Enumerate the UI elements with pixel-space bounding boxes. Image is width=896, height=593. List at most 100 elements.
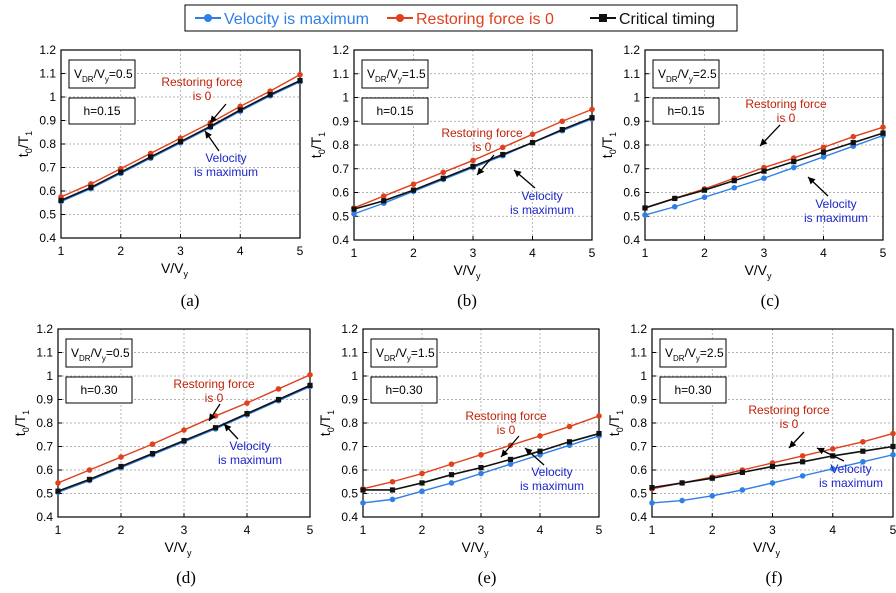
- data-point: [470, 157, 476, 164]
- data-point: [244, 400, 250, 406]
- legend-entry: Velocity is maximum: [195, 11, 369, 28]
- x-axis-label: V/Vy: [164, 539, 192, 558]
- damping-label: h=0.15: [667, 104, 704, 118]
- legend-label: Velocity is maximum: [224, 11, 369, 28]
- annotation-arrowhead: [808, 177, 816, 185]
- x-tick-label: 1: [649, 523, 656, 537]
- data-point: [860, 448, 866, 454]
- x-tick-label: 3: [761, 246, 768, 260]
- x-tick-label: 4: [537, 523, 544, 537]
- chart-panel: 1 2 3 4 5 0.4 0.5 0.6 0.7 0.8 0.9 1 1.1 1.2 V/Vy t0/T1 V…: [12, 322, 314, 587]
- y-tick-label: 1: [342, 91, 349, 105]
- data-point: [389, 478, 396, 485]
- data-point: [410, 187, 417, 193]
- data-point: [880, 124, 886, 130]
- y-tick-label: 0.8: [332, 138, 349, 152]
- data-point: [244, 411, 250, 417]
- y-tick-label: 1.2: [39, 43, 56, 57]
- data-point: [701, 187, 708, 193]
- data-point: [679, 480, 685, 486]
- data-point: [275, 386, 282, 392]
- y-tick-label: 0.4: [332, 233, 349, 247]
- y-tick-label: 0.6: [630, 463, 647, 477]
- damping-box: [659, 376, 727, 404]
- data-point: [731, 178, 737, 184]
- x-tick-label: 4: [244, 523, 251, 537]
- y-tick-label: 1.1: [623, 67, 640, 81]
- panel-label: (b): [457, 291, 477, 310]
- y-tick-label: 1: [351, 369, 358, 383]
- y-tick-label: 0.5: [36, 487, 53, 501]
- annotation-arrowhead: [477, 167, 485, 175]
- data-point: [507, 456, 514, 463]
- data-point: [307, 382, 313, 388]
- legend-label: Critical timing: [619, 11, 715, 28]
- data-point: [478, 465, 484, 471]
- data-point: [589, 115, 595, 121]
- x-tick-label: 1: [642, 246, 649, 260]
- y-tick-label: 1: [49, 90, 56, 104]
- y-axis-label: t0/T1: [15, 131, 34, 157]
- data-point: [739, 487, 746, 493]
- data-point: [566, 439, 573, 445]
- annotation-arrowhead: [789, 440, 797, 448]
- y-axis-label: t0/T1: [606, 410, 625, 436]
- data-point: [55, 480, 61, 486]
- data-point: [389, 487, 396, 493]
- chart-panels: 1 2 3 4 5 0.4 0.5 0.6 0.7 0.8 0.9 1 1.1 1.2 V/Vy t0/T1 V…: [12, 43, 896, 587]
- y-tick-label: 1.1: [332, 67, 349, 81]
- data-point: [761, 175, 767, 182]
- ratio-label: VDR/Vy=1.5: [376, 346, 435, 363]
- data-point: [419, 480, 425, 486]
- data-point: [709, 475, 715, 481]
- x-tick-label: 2: [709, 523, 716, 537]
- y-tick-label: 0.6: [39, 184, 56, 198]
- x-tick-label: 2: [117, 244, 124, 258]
- y-tick-label: 1.1: [39, 67, 56, 81]
- data-point: [297, 77, 303, 84]
- chart-legend: Velocity is maximum Restoring force is 0 C…: [184, 4, 738, 32]
- data-point: [649, 485, 655, 491]
- y-tick-label: 0.6: [36, 463, 53, 477]
- chart-panel: 1 2 3 4 5 0.4 0.5 0.6 0.7 0.8 0.9 1 1.1 1.2 V/Vy t0/T1 V…: [599, 43, 887, 310]
- data-point: [86, 476, 93, 482]
- data-point: [790, 164, 797, 171]
- data-point: [799, 473, 806, 479]
- data-point: [769, 480, 776, 486]
- data-point: [507, 461, 514, 467]
- restoring-force-annotation: Restoring force is 0: [745, 97, 827, 125]
- velocity-annotation: Velocity is maximum: [218, 439, 282, 467]
- data-point: [829, 446, 836, 452]
- damping-box: [370, 376, 438, 404]
- data-point: [596, 413, 602, 419]
- damping-label: h=0.30: [80, 383, 117, 397]
- velocity-annotation: Velocity is maximum: [819, 462, 883, 490]
- y-tick-label: 0.8: [630, 416, 647, 430]
- y-tick-label: 0.7: [630, 440, 647, 454]
- x-tick-label: 4: [529, 246, 536, 260]
- ratio-label: VDR/Vy=2.5: [665, 346, 724, 363]
- data-point: [86, 467, 93, 473]
- damping-label: h=0.15: [83, 104, 120, 118]
- annotation-arrowhead: [224, 424, 232, 432]
- data-point: [799, 453, 806, 459]
- y-tick-label: 1.2: [341, 322, 358, 336]
- data-point: [537, 433, 543, 439]
- data-point: [148, 154, 154, 160]
- data-point: [701, 194, 708, 201]
- ratio-label: VDR/Vy=0.5: [74, 67, 133, 84]
- ratio-label: VDR/Vy=1.5: [367, 67, 426, 84]
- data-point: [360, 487, 366, 493]
- velocity-annotation: Velocity is maximum: [510, 189, 574, 217]
- panel-label: (c): [761, 291, 780, 310]
- data-point: [351, 211, 357, 217]
- panel-label: (a): [181, 291, 200, 310]
- y-tick-label: 0.9: [341, 393, 358, 407]
- data-point: [596, 430, 602, 437]
- data-point: [820, 144, 827, 151]
- annotation-arrowhead: [210, 115, 218, 123]
- data-point: [118, 463, 124, 470]
- data-point: [559, 126, 565, 133]
- y-tick-label: 0.4: [623, 233, 640, 247]
- y-tick-label: 1.1: [36, 346, 53, 360]
